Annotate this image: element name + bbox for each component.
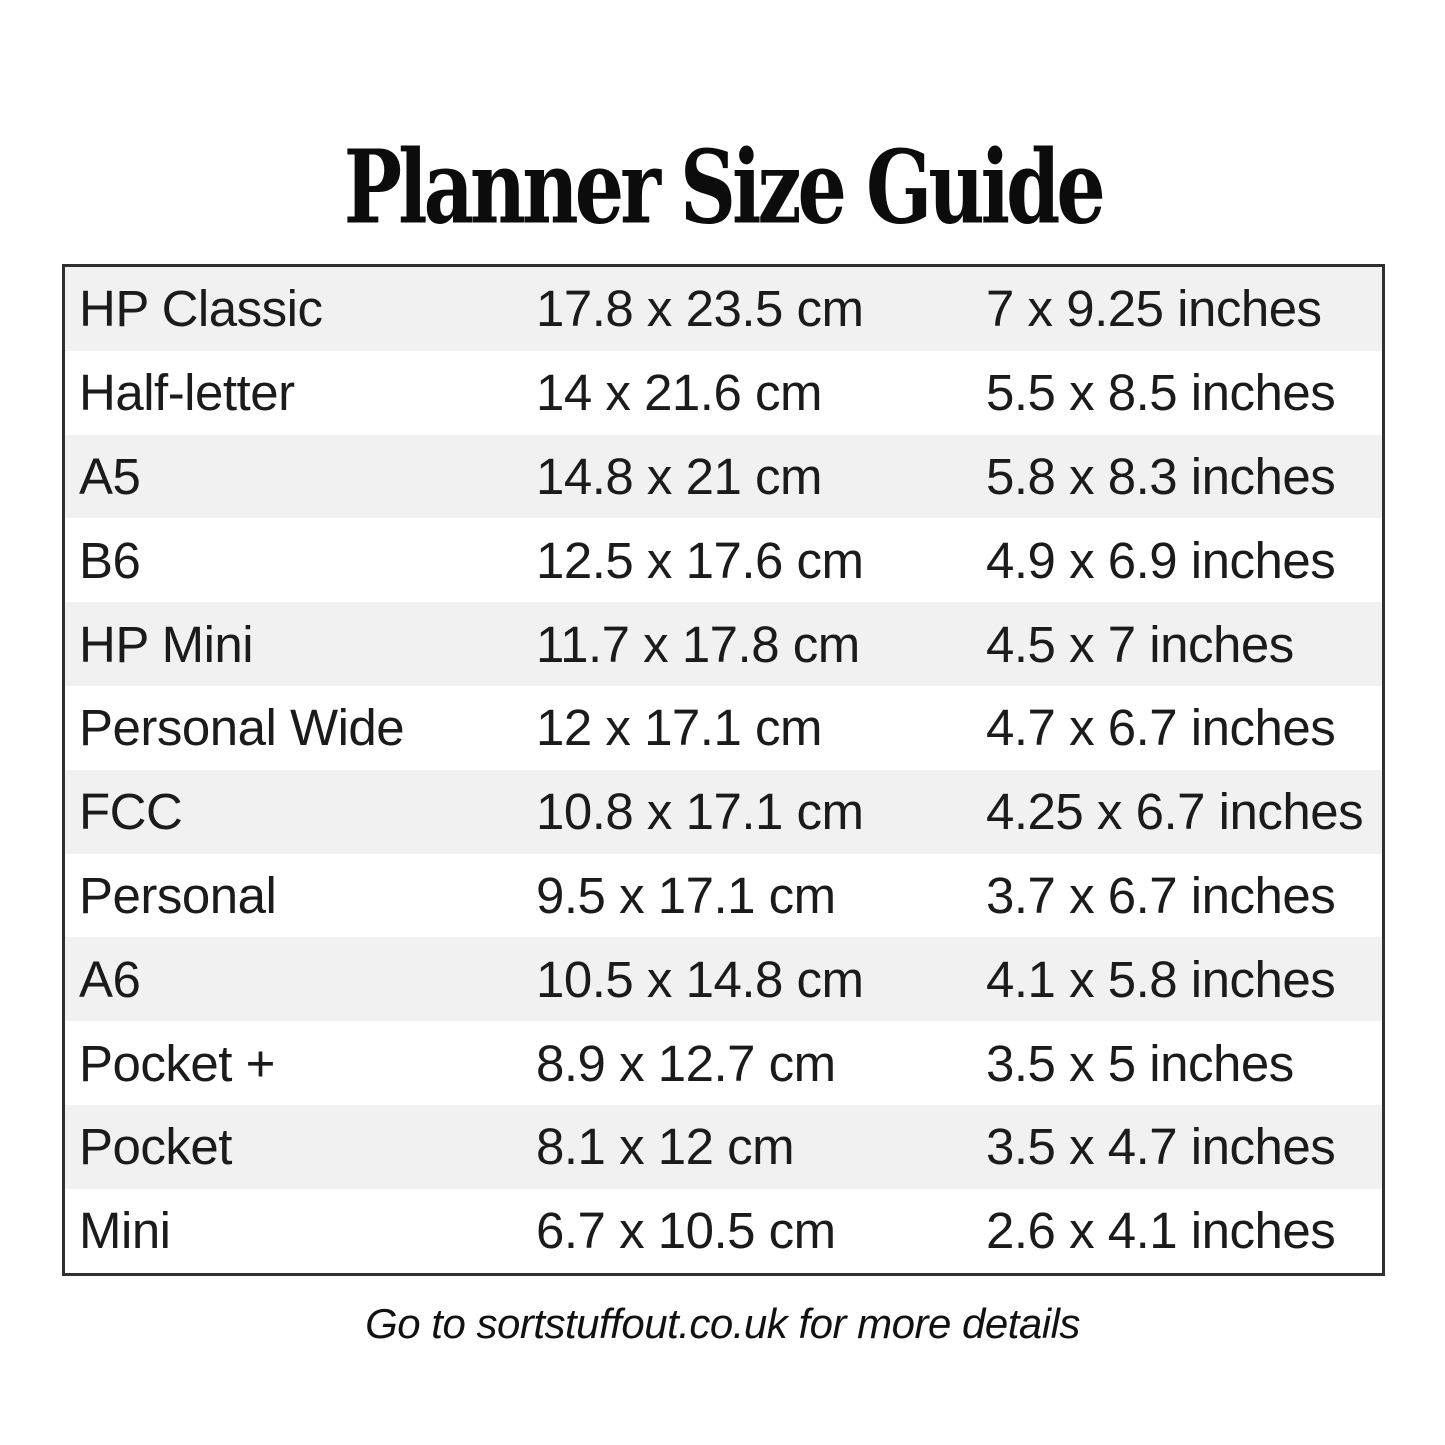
planner-name-cell: A5 [79,447,141,505]
size-cm-cell: 9.5 x 17.1 cm [536,866,836,924]
planner-name-cell: Pocket + [79,1034,275,1092]
size-inches-cell: 3.5 x 4.7 inches [986,1118,1336,1176]
size-cm-cell: 10.5 x 14.8 cm [536,950,864,1008]
table-row: HP Classic 17.8 x 23.5 cm 7 x 9.25 inche… [65,267,1382,351]
size-cm-cell: 14 x 21.6 cm [536,364,822,422]
table-row: B6 12.5 x 17.6 cm 4.9 x 6.9 inches [65,518,1382,603]
planner-name-cell: B6 [79,531,141,589]
size-inches-cell: 7 x 9.25 inches [986,280,1322,338]
page-title: Planner Size Guide [343,128,1106,247]
planner-name-cell: Mini [79,1202,171,1260]
page-title-container: Planner Size Guide [0,128,1445,247]
table-row: Pocket 8.1 x 12 cm 3.5 x 4.7 inches [65,1104,1382,1189]
size-inches-cell: 5.5 x 8.5 inches [986,364,1336,422]
planner-name-cell: Personal Wide [79,699,405,757]
table-row: A6 10.5 x 14.8 cm 4.1 x 5.8 inches [65,937,1382,1022]
size-cm-cell: 11.7 x 17.8 cm [536,615,860,673]
table-row: Pocket + 8.9 x 12.7 cm 3.5 x 5 inches [65,1021,1382,1105]
planner-name-cell: Pocket [79,1118,232,1176]
table-row: Half-letter 14 x 21.6 cm 5.5 x 8.5 inche… [65,350,1382,435]
table-row: FCC 10.8 x 17.1 cm 4.25 x 6.7 inches [65,769,1382,854]
size-inches-cell: 4.25 x 6.7 inches [986,783,1364,841]
size-cm-cell: 14.8 x 21 cm [536,447,822,505]
size-cm-cell: 12.5 x 17.6 cm [536,531,864,589]
size-cm-cell: 10.8 x 17.1 cm [536,783,864,841]
planner-size-table: HP Classic 17.8 x 23.5 cm 7 x 9.25 inche… [62,264,1385,1276]
planner-name-cell: HP Classic [79,280,323,338]
planner-name-cell: Half-letter [79,364,295,422]
size-cm-cell: 8.1 x 12 cm [536,1118,795,1176]
size-inches-cell: 2.6 x 4.1 inches [986,1202,1336,1260]
size-inches-cell: 4.9 x 6.9 inches [986,531,1336,589]
planner-name-cell: Personal [79,866,277,924]
table-row: HP Mini 11.7 x 17.8 cm 4.5 x 7 inches [65,602,1382,686]
planner-name-cell: A6 [79,950,141,1008]
planner-name-cell: HP Mini [79,615,254,673]
table-row: A5 14.8 x 21 cm 5.8 x 8.3 inches [65,434,1382,519]
size-inches-cell: 4.5 x 7 inches [986,615,1294,673]
size-inches-cell: 4.7 x 6.7 inches [986,699,1336,757]
planner-name-cell: FCC [79,783,183,841]
size-cm-cell: 17.8 x 23.5 cm [536,280,864,338]
size-cm-cell: 8.9 x 12.7 cm [536,1034,836,1092]
size-cm-cell: 6.7 x 10.5 cm [536,1202,836,1260]
table-row: Personal 9.5 x 17.1 cm 3.7 x 6.7 inches [65,853,1382,938]
size-inches-cell: 5.8 x 8.3 inches [986,447,1336,505]
size-inches-cell: 4.1 x 5.8 inches [986,950,1336,1008]
size-inches-cell: 3.7 x 6.7 inches [986,866,1336,924]
size-cm-cell: 12 x 17.1 cm [536,699,822,757]
size-inches-cell: 3.5 x 5 inches [986,1034,1294,1092]
table-row: Personal Wide 12 x 17.1 cm 4.7 x 6.7 inc… [65,685,1382,770]
footer-note: Go to sortstuffout.co.uk for more detail… [365,1300,1080,1347]
table-row: Mini 6.7 x 10.5 cm 2.6 x 4.1 inches [65,1188,1382,1273]
